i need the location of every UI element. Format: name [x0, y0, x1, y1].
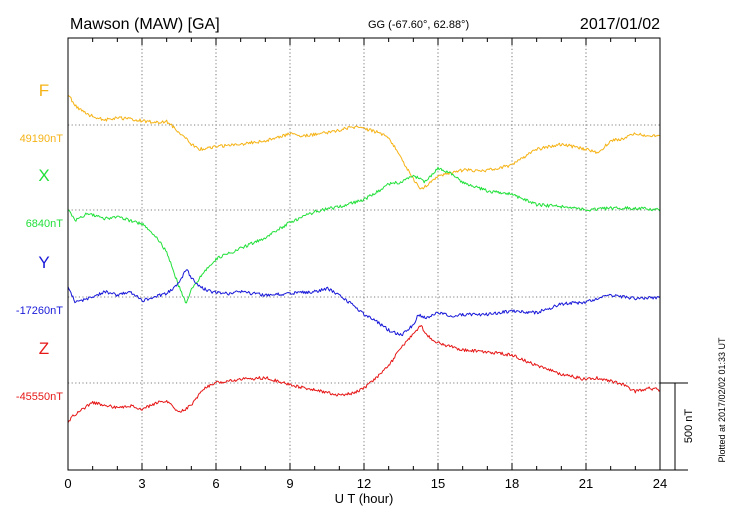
- series-baseline-z: -45550nT: [16, 391, 63, 403]
- series-name-x: X: [38, 166, 49, 185]
- x-tick-label: 3: [138, 476, 145, 491]
- x-tick-label: 6: [212, 476, 219, 491]
- series-line-x: [67, 166, 661, 304]
- x-tick-label: 12: [357, 476, 371, 491]
- scale-bar: 500 nT: [660, 382, 695, 471]
- x-axis-label: U T (hour): [335, 491, 394, 506]
- series-name-z: Z: [39, 339, 49, 358]
- x-tick-label: 15: [431, 476, 445, 491]
- series-lines: [67, 94, 661, 424]
- x-tick-label: 21: [579, 476, 593, 491]
- x-tick-label: 0: [64, 476, 71, 491]
- series-line-f: [67, 94, 661, 190]
- station-title: Mawson (MAW) [GA]: [70, 16, 220, 33]
- series-baseline-y: -17260nT: [16, 305, 63, 317]
- series-name-f: F: [39, 81, 49, 100]
- x-axis-ticks: 0 3 6 9 12 15 18 21 24: [64, 38, 667, 491]
- series-line-z: [67, 325, 661, 424]
- scale-bar-label: 500 nT: [683, 409, 695, 444]
- series-labels: F 49190nT X 6840nT Y -17260nT Z -45550nT: [16, 81, 63, 403]
- grid: [68, 38, 660, 470]
- x-tick-label: 9: [286, 476, 293, 491]
- date-label: 2017/01/02: [580, 16, 660, 33]
- station-coordinates: GG (-67.60°, 62.88°): [368, 19, 469, 31]
- series-baseline-x: 6840nT: [26, 218, 64, 230]
- plotted-timestamp: Plotted at 2017/02/02 01:33 UT: [717, 337, 727, 463]
- series-line-y: [67, 269, 661, 337]
- x-tick-label: 18: [505, 476, 519, 491]
- series-baseline-f: 49190nT: [20, 133, 64, 145]
- series-name-y: Y: [38, 253, 49, 272]
- x-tick-label: 24: [653, 476, 667, 491]
